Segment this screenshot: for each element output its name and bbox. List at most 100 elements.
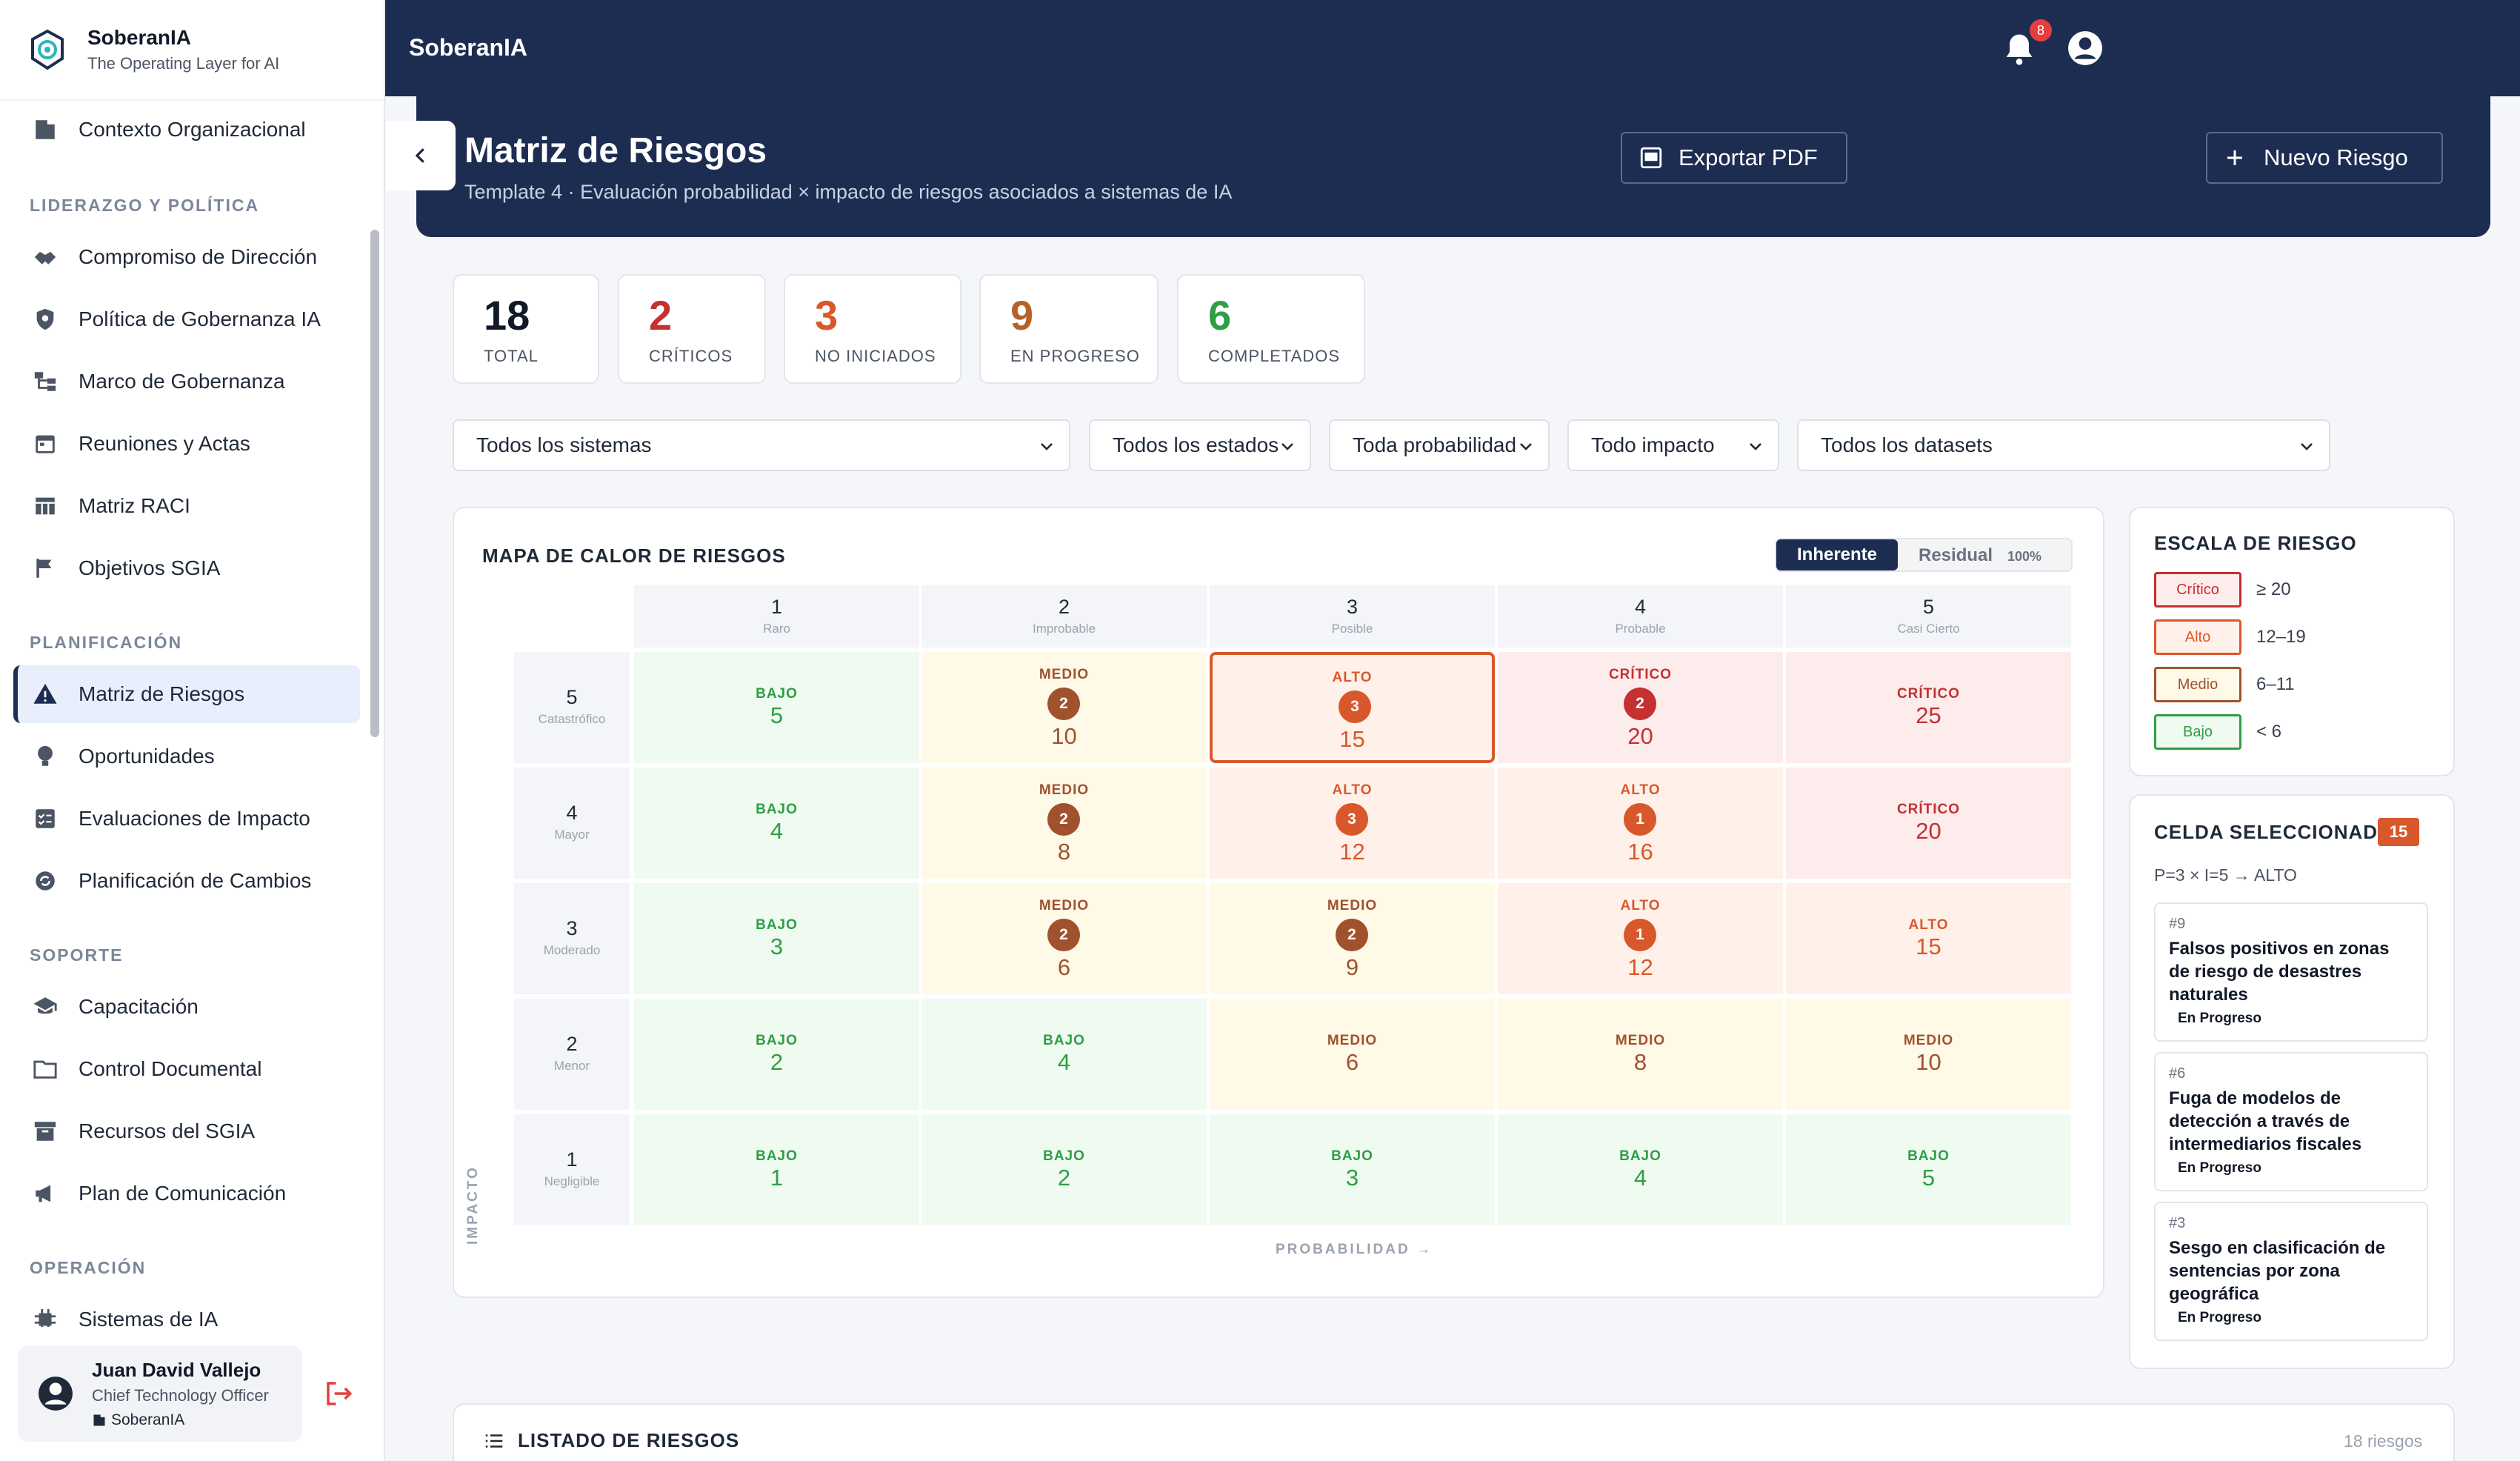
cell-score: 25 (1916, 702, 1941, 728)
heatmap-cell[interactable]: ALTO 3 15 (1210, 652, 1495, 763)
heatmap-cell[interactable]: BAJO 3 (1210, 1114, 1495, 1225)
column-number: 1 (770, 596, 783, 618)
sidebar-item-reuniones[interactable]: Reuniones y Actas (13, 415, 360, 473)
heatmap-cell[interactable]: MEDIO 8 (1498, 999, 1783, 1110)
cell-score: 5 (1921, 1165, 1936, 1191)
sidebar-item-marco[interactable]: Marco de Gobernanza (13, 353, 360, 410)
filter-estados[interactable]: Todos los estados (1089, 419, 1311, 471)
sidebar-item-sistemas-ia[interactable]: Sistemas de IA (13, 1291, 360, 1327)
sidebar-item-raci[interactable]: Matriz RACI (13, 477, 360, 535)
heatmap-cell[interactable]: BAJO 4 (634, 768, 919, 879)
risk-card[interactable]: #3 Sesgo en clasificación de sentencias p… (2154, 1202, 2428, 1341)
filter-probabilidad[interactable]: Toda probabilidad (1329, 419, 1550, 471)
heatmap-cell[interactable]: CRÍTICO 25 (1786, 652, 2071, 763)
heatmap-cell[interactable]: ALTO 3 12 (1210, 768, 1495, 879)
sidebar-item-matriz-riesgos[interactable]: Matriz de Riesgos (13, 665, 360, 723)
toggle-inherente[interactable]: Inherente (1776, 539, 1898, 570)
chevron-down-icon (1041, 443, 1053, 450)
brand-name: SoberanIA (87, 26, 192, 49)
inherent-residual-toggle[interactable]: Inherente Residual 100% (1775, 538, 2073, 572)
export-pdf-button[interactable]: Exportar PDF (1621, 132, 1847, 184)
sidebar-item-capacitacion[interactable]: Capacitación (13, 978, 360, 1036)
change-icon (31, 867, 59, 895)
column-number: 4 (1634, 596, 1647, 618)
heatmap-cell[interactable]: BAJO 1 (634, 1114, 919, 1225)
sidebar-item-politica[interactable]: Política de Gobernanza IA (13, 290, 360, 348)
sidebar-item-label: Marco de Gobernanza (79, 370, 285, 393)
table-icon (31, 492, 59, 520)
cell-level: ALTO (1908, 917, 1949, 933)
heatmap-cell[interactable]: BAJO 3 (634, 883, 919, 994)
heatmap-cell[interactable]: CRÍTICO 20 (1786, 768, 2071, 879)
heatmap-cell[interactable]: BAJO 5 (634, 652, 919, 763)
risk-card[interactable]: #9 Falsos positivos en zonas de riesgo de… (2154, 902, 2428, 1042)
checklist-icon (31, 805, 59, 833)
heatmap-cell[interactable]: MEDIO 2 10 (921, 652, 1207, 763)
risk-card[interactable]: #6 Fuga de modelos de detección a través … (2154, 1052, 2428, 1191)
cell-level: ALTO (1620, 898, 1661, 913)
sidebar-item-objetivos[interactable]: Objetivos SGIA (13, 539, 360, 597)
shield-icon (31, 305, 59, 333)
sidebar-item-documental[interactable]: Control Documental (13, 1040, 360, 1098)
heatmap-cell[interactable]: CRÍTICO 2 20 (1498, 652, 1783, 763)
brand[interactable]: SoberanIA The Operating Layer for AI (0, 0, 384, 101)
bell-icon[interactable] (2000, 30, 2039, 68)
scale-range: 6–11 (2256, 674, 2295, 694)
heatmap-cell[interactable]: BAJO 2 (634, 999, 919, 1110)
cell-level: BAJO (756, 917, 798, 933)
lightbulb-icon (31, 742, 59, 771)
user-card[interactable]: Juan David Vallejo Chief Technology Offi… (18, 1345, 302, 1442)
cell-score: 12 (1339, 839, 1365, 865)
cell-score: 12 (1627, 954, 1653, 980)
sidebar-item-label: Control Documental (79, 1057, 262, 1080)
logout-icon[interactable] (323, 1378, 354, 1409)
sidebar-item-evaluaciones[interactable]: Evaluaciones de Impacto (13, 790, 360, 848)
cell-level: BAJO (1331, 1148, 1373, 1164)
filter-sistemas[interactable]: Todos los sistemas (453, 419, 1070, 471)
stat-value: 9 (1010, 292, 1034, 339)
sidebar-item-comunicacion[interactable]: Plan de Comunicación (13, 1165, 360, 1222)
filter-impacto[interactable]: Todo impacto (1567, 419, 1779, 471)
heatmap-cell[interactable]: BAJO 2 (921, 1114, 1207, 1225)
cell-score: 8 (1057, 839, 1071, 865)
building-icon (93, 1414, 105, 1425)
heatmap-cell[interactable]: MEDIO 2 9 (1210, 883, 1495, 994)
heatmap-cell[interactable]: MEDIO 2 8 (921, 768, 1207, 879)
sidebar-item-oportunidades[interactable]: Oportunidades (13, 728, 360, 785)
heatmap-cell[interactable]: BAJO 4 (921, 999, 1207, 1110)
chevron-down-icon (1520, 443, 1532, 450)
heatmap-cell[interactable]: BAJO 5 (1786, 1114, 2071, 1225)
heatmap-cell[interactable]: MEDIO 6 (1210, 999, 1495, 1110)
column-label: Casi Cierto (1897, 622, 1960, 636)
heatmap-cell[interactable]: MEDIO 2 6 (921, 883, 1207, 994)
row-label: Catastrófico (538, 712, 606, 726)
sidebar-item-recursos[interactable]: Recursos del SGIA (13, 1102, 360, 1160)
heatmap-cell[interactable]: BAJO 4 (1498, 1114, 1783, 1225)
plus-icon (2227, 150, 2242, 165)
cell-level: BAJO (756, 686, 798, 702)
sidebar-item-cambios[interactable]: Planificación de Cambios (13, 852, 360, 910)
new-risk-button[interactable]: Nuevo Riesgo (2206, 132, 2443, 184)
cell-level: BAJO (1043, 1033, 1085, 1048)
heatmap-cell[interactable]: MEDIO 10 (1786, 999, 2071, 1110)
cell-score: 8 (1633, 1049, 1647, 1075)
sidebar-scrollbar[interactable] (370, 230, 379, 737)
risk-status: En Progreso (2178, 1310, 2261, 1325)
heatmap-cell[interactable]: ALTO 1 12 (1498, 883, 1783, 994)
toggle-residual[interactable]: Residual (1919, 545, 1993, 565)
filter-datasets[interactable]: Todos los datasets (1797, 419, 2330, 471)
section-planificacion: PLANIFICACIÓN (30, 633, 183, 652)
heatmap-cell[interactable]: ALTO 1 16 (1498, 768, 1783, 879)
sidebar-item-contexto[interactable]: Contexto Organizacional (13, 101, 360, 159)
cell-level: CRÍTICO (1896, 802, 1961, 817)
account-icon[interactable] (2067, 30, 2104, 67)
collapse-sidebar-button[interactable] (386, 121, 456, 190)
list-icon (485, 1434, 503, 1448)
cell-score: 1 (770, 1165, 784, 1191)
heatmap-cell[interactable]: ALTO 15 (1786, 883, 2071, 994)
graduation-cap-icon (31, 993, 59, 1021)
column-header: 1 Raro (634, 585, 919, 648)
chevron-down-icon (2301, 443, 2313, 450)
sidebar-item-compromiso[interactable]: Compromiso de Dirección (13, 228, 360, 286)
stat-no-iniciados: 3 NO INICIADOS (784, 274, 961, 384)
